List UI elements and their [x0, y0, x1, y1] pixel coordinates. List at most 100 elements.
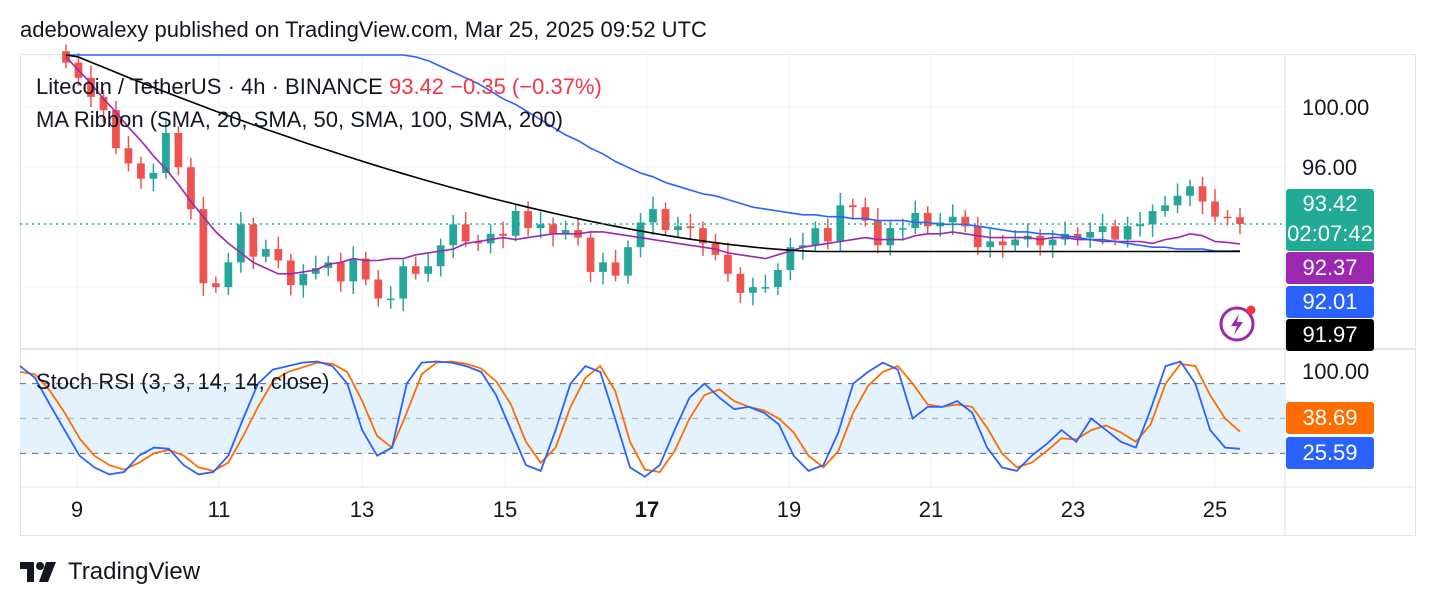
candle-down	[961, 216, 970, 227]
symbol-legend: Litecoin / TetherUS · 4h · BINANCE 93.42…	[36, 74, 602, 100]
candle-down	[124, 148, 133, 164]
candle-up	[149, 172, 158, 179]
stoch-d-line	[19, 360, 1241, 473]
time-tick-label: 15	[492, 497, 518, 522]
time-tick-label: 11	[207, 497, 231, 522]
lightning-icon[interactable]	[1218, 305, 1256, 343]
time-tick-label: 21	[918, 497, 944, 522]
candle-up	[811, 228, 820, 246]
candle-up	[486, 233, 495, 244]
candle-up	[424, 266, 433, 274]
candle-up	[1048, 239, 1057, 246]
candle-down	[374, 279, 383, 299]
stoch-band-fill	[20, 383, 1285, 454]
candle-down	[699, 228, 707, 244]
candle-up	[886, 228, 895, 246]
last-price-badge: 93.42 02:07:42	[1286, 189, 1374, 251]
candle-down	[686, 226, 695, 229]
price-change-text: −0.35 (−0.37%)	[450, 74, 602, 99]
candle-down	[848, 205, 857, 208]
candle-up	[436, 245, 445, 267]
stoch-k-badge: 25.59	[1286, 437, 1374, 469]
candle-down	[137, 163, 145, 179]
candle-down	[474, 241, 483, 244]
candle-up	[1061, 233, 1070, 240]
time-tick-label: 9	[70, 497, 84, 522]
candle-down	[87, 77, 95, 97]
candle-up	[399, 266, 408, 299]
tradingview-logo-icon	[20, 562, 56, 582]
candle-down	[249, 224, 258, 257]
tradingview-brand[interactable]: TradingView	[20, 558, 200, 586]
stoch-rsi-legend: Stoch RSI (3, 3, 14, 14, close)	[36, 369, 330, 394]
candle-up	[1186, 186, 1194, 196]
candle-up	[224, 262, 233, 288]
candle-up	[561, 230, 570, 234]
candle-up	[1123, 226, 1132, 240]
candle-up	[324, 262, 333, 269]
candle-up	[898, 228, 907, 230]
candle-down	[998, 241, 1007, 246]
candle-up	[786, 247, 795, 270]
candle-up	[1173, 195, 1182, 206]
candle-up	[599, 262, 607, 272]
candle-up	[1098, 226, 1107, 232]
last-price-text: 93.42	[388, 74, 445, 99]
candle-down	[524, 211, 532, 229]
candle-up	[761, 287, 770, 289]
last-price-badge-value: 93.42	[1302, 191, 1358, 216]
stoch-d-badge: 38.69	[1286, 402, 1374, 434]
sma50-badge: 92.01	[1286, 286, 1374, 318]
candle-up	[1086, 231, 1094, 238]
candle-up	[624, 247, 632, 276]
ma-ribbon-legend: MA Ribbon (SMA, 20, SMA, 50, SMA, 100, S…	[36, 107, 564, 132]
time-tick-label: 23	[1060, 497, 1086, 522]
price-tick-96: 96.00	[1302, 155, 1358, 180]
sma50-line	[66, 54, 1241, 252]
candle-down	[873, 220, 882, 246]
sma100-line	[65, 54, 1240, 253]
candle-down	[1073, 233, 1082, 238]
time-tick-label: 19	[776, 497, 802, 522]
candle-up	[1148, 211, 1157, 225]
time-tick-label: 25	[1202, 497, 1228, 522]
candle-down	[1236, 217, 1244, 224]
candle-down	[411, 266, 420, 274]
candle-up	[836, 205, 845, 242]
price-tick-100: 100.00	[1302, 95, 1370, 120]
candle-down	[1211, 201, 1219, 217]
candle-down	[336, 262, 345, 282]
ma-lines	[65, 54, 1241, 275]
candle-up	[349, 258, 358, 282]
candle-down	[199, 209, 208, 284]
candle-up	[749, 287, 757, 293]
candle-up	[511, 211, 520, 236]
sma20-badge: 92.37	[1286, 252, 1374, 284]
candle-up	[911, 212, 920, 229]
candle-down	[1223, 216, 1232, 219]
stoch-tick-100: 100.00	[1302, 359, 1370, 384]
candle-up	[162, 133, 170, 173]
time-tick-label: 13	[349, 497, 375, 522]
candle-up	[1011, 239, 1020, 246]
candle-up	[986, 241, 995, 248]
stoch-k-line	[19, 360, 1241, 478]
candle-down	[661, 209, 670, 231]
candle-down	[274, 249, 283, 261]
candle-up	[674, 226, 682, 231]
candle-down	[861, 207, 870, 221]
candle-up	[236, 224, 245, 263]
symbol-name: Litecoin / TetherUS · 4h · BINANCE	[36, 74, 383, 99]
stoch-band	[20, 382, 1285, 455]
stoch-lines	[19, 360, 1241, 478]
candle-up	[311, 268, 320, 274]
candle-down	[736, 273, 745, 293]
candle-up	[1136, 224, 1144, 227]
candle-down	[823, 228, 832, 242]
candle-down	[611, 262, 620, 276]
candle-down	[212, 283, 220, 288]
candle-up	[636, 222, 645, 248]
candle-down	[174, 133, 183, 168]
candle-down	[923, 212, 932, 227]
